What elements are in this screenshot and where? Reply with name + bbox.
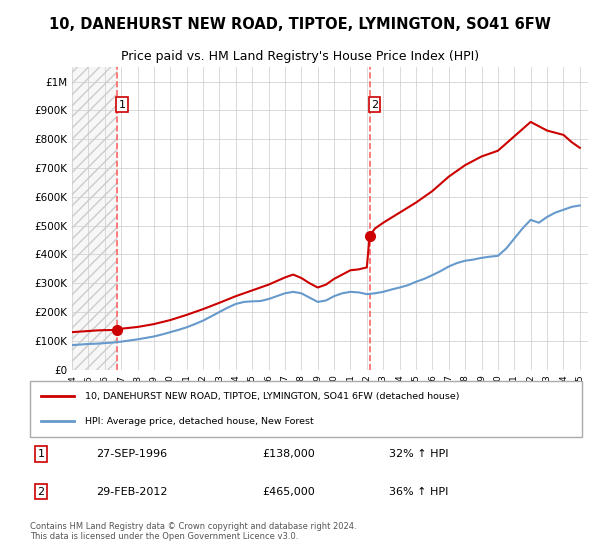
Text: £465,000: £465,000	[262, 487, 314, 497]
Text: Price paid vs. HM Land Registry's House Price Index (HPI): Price paid vs. HM Land Registry's House …	[121, 50, 479, 63]
Text: 2: 2	[371, 100, 378, 110]
Text: 10, DANEHURST NEW ROAD, TIPTOE, LYMINGTON, SO41 6FW: 10, DANEHURST NEW ROAD, TIPTOE, LYMINGTO…	[49, 17, 551, 32]
Text: HPI: Average price, detached house, New Forest: HPI: Average price, detached house, New …	[85, 417, 314, 426]
Text: 1: 1	[38, 449, 44, 459]
Bar	[72, 67, 117, 370]
Text: Contains HM Land Registry data © Crown copyright and database right 2024.
This d: Contains HM Land Registry data © Crown c…	[30, 522, 356, 542]
Text: 27-SEP-1996: 27-SEP-1996	[96, 449, 167, 459]
Text: 2: 2	[37, 487, 44, 497]
Text: 10, DANEHURST NEW ROAD, TIPTOE, LYMINGTON, SO41 6FW (detached house): 10, DANEHURST NEW ROAD, TIPTOE, LYMINGTO…	[85, 392, 460, 401]
Text: 1: 1	[118, 100, 125, 110]
Text: 29-FEB-2012: 29-FEB-2012	[96, 487, 168, 497]
Text: 36% ↑ HPI: 36% ↑ HPI	[389, 487, 448, 497]
Text: £138,000: £138,000	[262, 449, 314, 459]
Text: 32% ↑ HPI: 32% ↑ HPI	[389, 449, 448, 459]
FancyBboxPatch shape	[30, 381, 582, 437]
Bar	[72, 67, 117, 370]
